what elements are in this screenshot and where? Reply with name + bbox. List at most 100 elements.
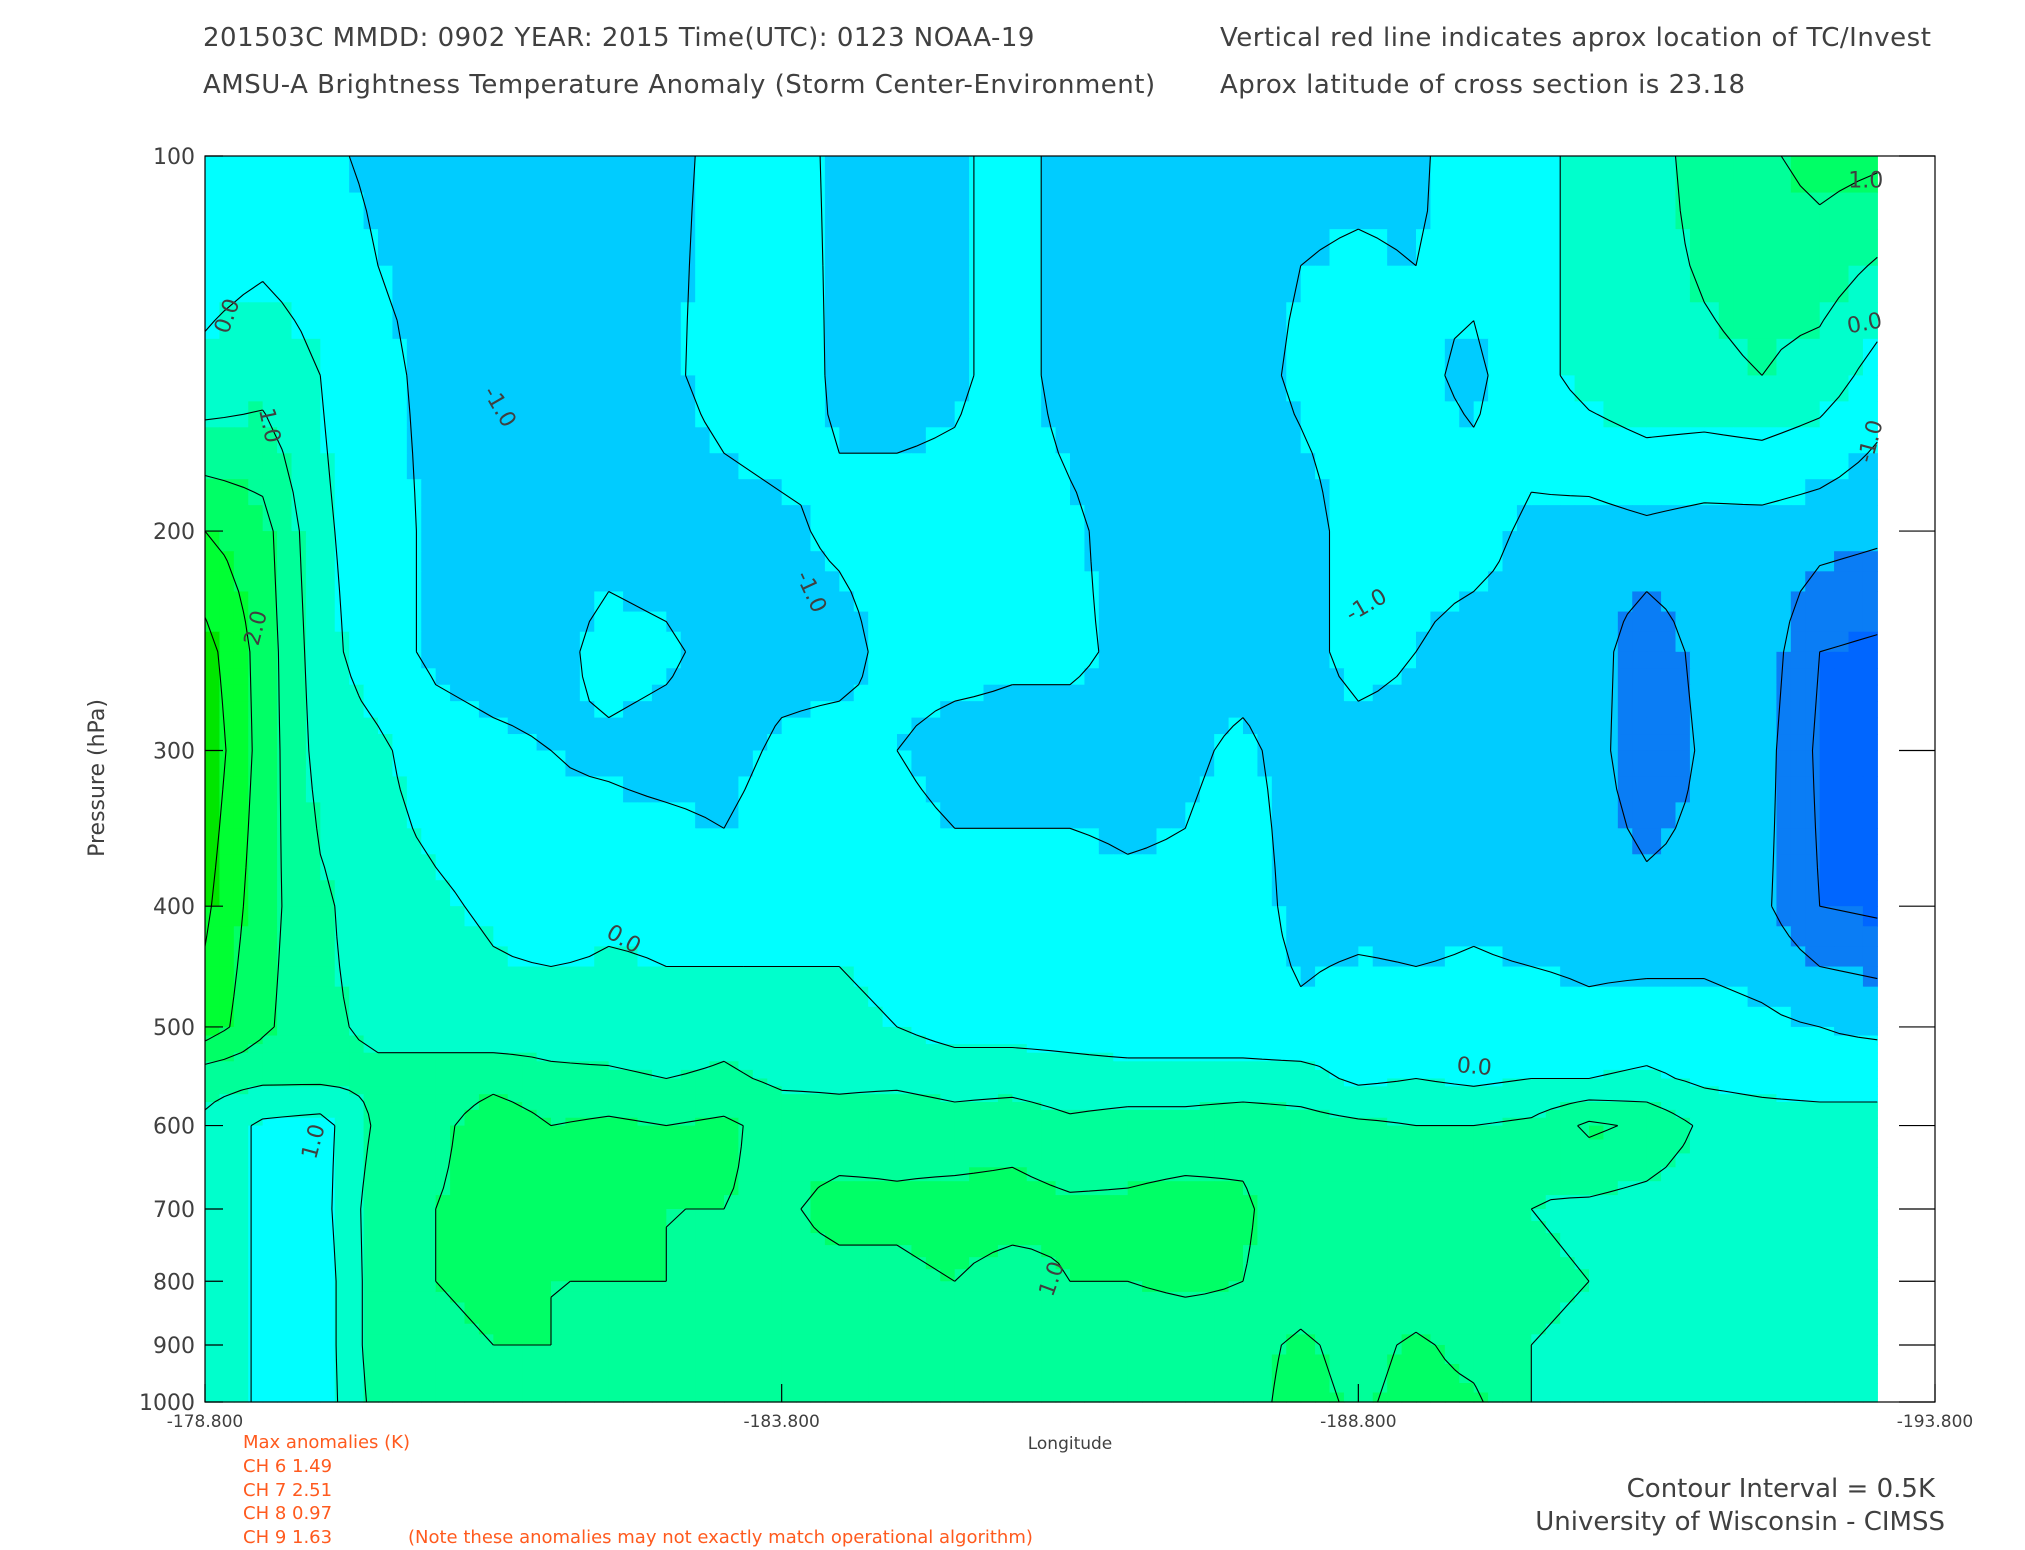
contour-cell — [1502, 265, 1518, 303]
contour-cell — [435, 302, 451, 340]
contour-cell — [781, 229, 797, 267]
contour-cell — [853, 427, 869, 454]
contour-cell — [233, 427, 249, 454]
contour-cell — [1589, 479, 1605, 506]
contour-cell — [406, 1094, 422, 1103]
contour-cell — [1387, 651, 1403, 669]
contour-cell — [1661, 192, 1677, 230]
contour-cell — [853, 684, 869, 702]
contour-cell — [565, 156, 581, 194]
contour-cell — [839, 375, 855, 402]
contour-cell — [334, 229, 350, 267]
contour-cell — [277, 1078, 293, 1087]
contour-cell — [248, 966, 264, 988]
contour-cell — [853, 926, 869, 948]
contour-cell — [1473, 651, 1489, 669]
contour-cell — [1170, 551, 1186, 572]
contour-cell — [1185, 776, 1201, 803]
contour-cell — [1459, 966, 1475, 988]
contour-cell — [1574, 338, 1590, 377]
contour-cell — [349, 1035, 365, 1045]
contour-cell — [1531, 591, 1547, 613]
contour-cell — [1170, 1061, 1186, 1071]
contour-cell — [1243, 1052, 1259, 1062]
contour-cell — [1459, 906, 1475, 927]
header-line1-left: 201503C MMDD: 0902 YEAR: 2015 Time(UTC):… — [203, 23, 1035, 53]
contour-cell — [1315, 668, 1331, 686]
contour-cell — [810, 375, 826, 402]
contour-cell — [435, 1061, 451, 1071]
contour-cell — [911, 401, 927, 428]
contour-cell — [1488, 611, 1504, 633]
contour-cell — [1300, 479, 1316, 506]
contour-cell — [752, 986, 768, 1008]
contour-cell — [695, 802, 711, 829]
contour-cell — [1488, 453, 1504, 480]
contour-cell — [565, 611, 581, 633]
contour-cell — [1516, 684, 1532, 702]
contour-cell — [406, 453, 422, 480]
contour-cell — [738, 776, 754, 803]
contour-cell — [579, 880, 595, 907]
contour-cell — [1170, 571, 1186, 593]
contour-cell — [796, 192, 812, 230]
contour-cell — [464, 1094, 480, 1103]
contour-cell — [536, 854, 552, 881]
contour-cell — [1199, 338, 1215, 377]
contour-cell — [1848, 684, 1864, 702]
contour-cell — [695, 926, 711, 948]
contour-cell — [1776, 946, 1792, 968]
contour-cell — [1617, 776, 1633, 803]
contour-cell — [406, 338, 422, 377]
contour-cell — [767, 1061, 783, 1071]
contour-cell — [1675, 453, 1691, 480]
contour-cell — [363, 750, 379, 778]
contour-cell — [291, 1026, 307, 1037]
contour-cell — [925, 854, 941, 881]
contour-cell — [709, 1006, 725, 1028]
contour-cell — [1834, 734, 1850, 752]
contour-cell — [219, 802, 235, 829]
contour-cell — [1516, 479, 1532, 506]
contour-cell — [1733, 946, 1749, 968]
contour-cell — [1603, 571, 1619, 593]
contour-cell — [738, 701, 754, 719]
contour-cell — [969, 750, 985, 778]
contour-cell — [1805, 265, 1821, 303]
contour-cell — [1718, 591, 1734, 613]
contour-cell — [1315, 734, 1331, 752]
contour-cell — [897, 854, 913, 881]
contour-cell — [1819, 265, 1835, 303]
contour-cell — [1502, 684, 1518, 702]
contour-cell — [277, 701, 293, 719]
contour-cell — [248, 505, 264, 532]
contour-cell — [1444, 946, 1460, 968]
contour-cell — [709, 531, 725, 552]
contour-cell — [1733, 156, 1749, 194]
contour-cell — [1459, 776, 1475, 803]
contour-cell — [233, 479, 249, 506]
contour-cell — [810, 684, 826, 702]
contour-cell — [219, 1035, 235, 1045]
contour-cell — [1329, 571, 1345, 593]
contour-cell — [1113, 551, 1129, 572]
contour-cell — [1315, 375, 1331, 402]
contour-cell — [406, 1109, 422, 1119]
contour-cell — [651, 651, 667, 669]
contour-cell — [954, 591, 970, 613]
contour-cell — [1661, 531, 1677, 552]
contour-cell — [1531, 453, 1547, 480]
contour-cell — [507, 828, 523, 855]
contour-cell — [1430, 427, 1446, 454]
contour-cell — [1315, 854, 1331, 881]
contour-cell — [1805, 946, 1821, 968]
contour-cell — [305, 1086, 321, 1095]
contour-cell — [1286, 453, 1302, 480]
contour-cell — [363, 505, 379, 532]
contour-cell — [1819, 631, 1835, 653]
contour-cell — [594, 828, 610, 855]
contour-cell — [1387, 776, 1403, 803]
contour-cell — [637, 611, 653, 633]
contour-cell — [608, 505, 624, 532]
contour-cell — [291, 828, 307, 855]
